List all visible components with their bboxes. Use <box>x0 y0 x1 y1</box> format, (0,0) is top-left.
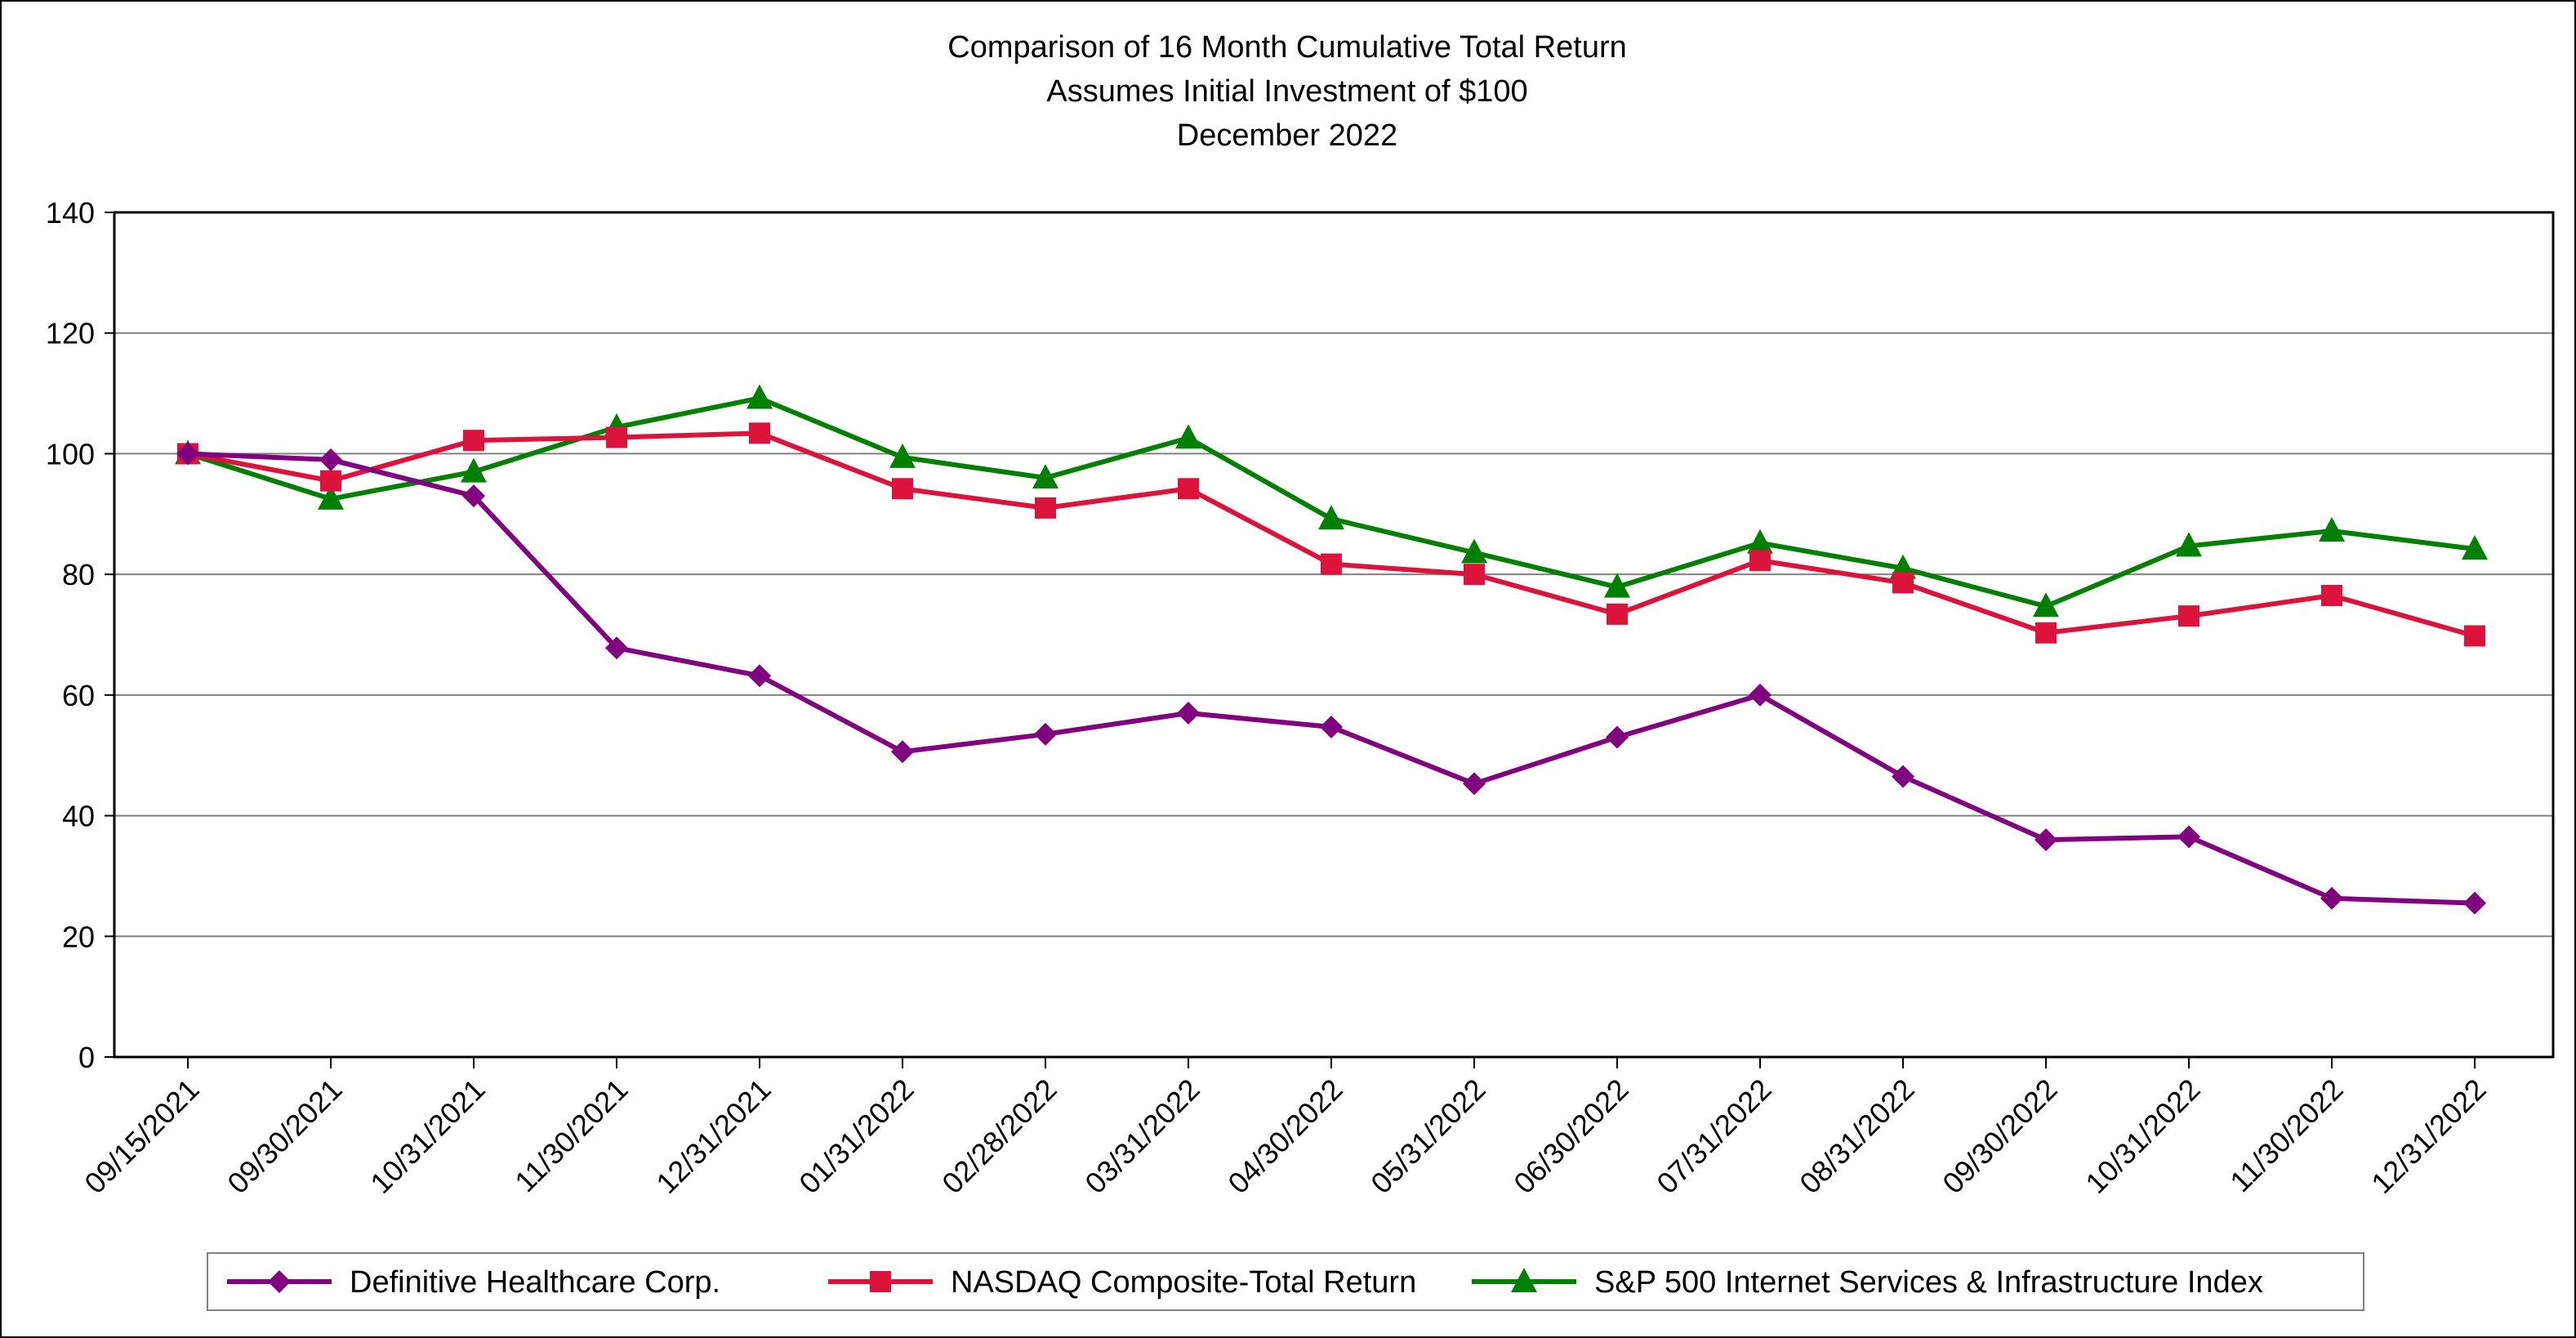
data-point <box>1321 553 1342 575</box>
x-tick-label: 08/31/2022 <box>1793 1073 1920 1200</box>
data-point <box>1892 572 1914 594</box>
legend: Definitive Healthcare Corp. NASDAQ Compos… <box>207 1252 2364 1311</box>
data-point <box>1749 683 1772 707</box>
y-tick-label: 140 <box>46 196 95 230</box>
data-point <box>1892 765 1914 788</box>
data-point <box>318 484 344 510</box>
x-tick-label: 05/31/2022 <box>1364 1073 1491 1200</box>
chart-title-line-2: Assumes Initial Investment of $100 <box>1046 74 1527 109</box>
data-point <box>2320 886 2343 910</box>
data-point <box>462 484 485 508</box>
data-point <box>2321 584 2342 606</box>
x-tick-label: 04/30/2022 <box>1221 1073 1348 1200</box>
data-point <box>1604 573 1630 598</box>
y-tick-label: 120 <box>46 317 95 350</box>
data-point <box>1035 497 1056 519</box>
series-1 <box>177 422 2485 647</box>
legend-item: Definitive Healthcare Corp. <box>227 1265 720 1300</box>
chart-title-line-1: Comparison of 16 Month Cumulative Total … <box>947 30 1627 65</box>
series-0 <box>176 442 2486 915</box>
gridlines <box>113 211 2555 1059</box>
y-tick-label: 40 <box>62 800 95 833</box>
data-point <box>1177 702 1200 725</box>
series-line <box>187 430 2476 639</box>
data-point <box>2033 592 2059 618</box>
data-point <box>1175 424 1201 449</box>
data-point <box>463 430 484 452</box>
data-point <box>606 426 627 448</box>
x-tick-label: 11/30/2021 <box>508 1073 635 1199</box>
data-point <box>892 478 913 500</box>
x-tick-label: 01/31/2022 <box>792 1073 920 1200</box>
data-point <box>1178 478 1199 500</box>
x-axis: 09/15/2021 09/30/2021 10/31/2021 11/30/2021… <box>78 1057 2493 1200</box>
x-tick-label: 02/28/2022 <box>935 1073 1063 1200</box>
legend-label: Definitive Healthcare Corp. <box>350 1265 720 1300</box>
y-axis: 0 20 40 60 80 100 120 140 <box>46 196 114 1074</box>
plot-area-border <box>113 211 2555 1059</box>
data-point <box>1749 550 1771 572</box>
series-2 <box>175 384 2488 618</box>
data-point <box>461 457 487 483</box>
x-tick-label: 12/31/2021 <box>649 1073 777 1200</box>
x-tick-label: 11/30/2022 <box>2223 1073 2350 1199</box>
data-point <box>2176 532 2202 557</box>
data-point <box>748 664 771 688</box>
legend-box <box>207 1252 2364 1311</box>
x-tick-label: 06/30/2022 <box>1507 1073 1634 1200</box>
data-point <box>1032 463 1058 488</box>
x-tick-label: 03/31/2022 <box>1078 1073 1206 1200</box>
data-point <box>749 422 770 444</box>
data-point <box>1607 603 1628 625</box>
legend-swatch-marker <box>268 1270 291 1293</box>
y-tick-label: 20 <box>62 920 95 953</box>
legend-item: S&P 500 Internet Services & Infrastructu… <box>1472 1265 2263 1300</box>
data-point <box>1463 772 1486 796</box>
data-point <box>2463 891 2486 915</box>
data-point <box>747 384 773 409</box>
y-tick-label: 80 <box>62 558 95 591</box>
data-point <box>1320 716 1343 739</box>
data-point <box>2178 605 2199 627</box>
chart-title: Comparison of 16 Month Cumulative Total … <box>947 30 1627 153</box>
data-point <box>2035 828 2057 852</box>
data-point <box>1747 529 1773 554</box>
data-point <box>176 442 199 466</box>
data-point <box>1606 725 1629 749</box>
x-tick-label: 10/31/2021 <box>363 1073 491 1200</box>
data-point <box>2319 516 2345 542</box>
data-point <box>889 443 916 468</box>
legend-label: S&P 500 Internet Services & Infrastructu… <box>1594 1265 2263 1300</box>
data-point <box>1461 538 1487 564</box>
x-tick-label: 09/30/2021 <box>221 1073 348 1200</box>
series-layer <box>175 384 2488 915</box>
data-point <box>1318 505 1344 530</box>
legend-swatch-marker <box>870 1271 891 1292</box>
chart-title-line-3: December 2022 <box>1177 118 1397 153</box>
x-tick-label: 07/31/2022 <box>1650 1073 1777 1200</box>
legend-swatch-marker <box>1511 1268 1537 1292</box>
x-tick-label: 10/31/2022 <box>2079 1073 2206 1200</box>
y-tick-label: 100 <box>46 437 95 471</box>
legend-label: NASDAQ Composite-Total Return <box>951 1265 1416 1300</box>
data-point <box>1034 722 1057 746</box>
data-point <box>319 448 342 471</box>
legend-item: NASDAQ Composite-Total Return <box>828 1265 1416 1300</box>
data-point <box>2464 625 2485 647</box>
data-point <box>320 470 341 492</box>
data-point <box>891 740 914 764</box>
data-point <box>2035 622 2057 644</box>
data-point <box>605 636 628 660</box>
x-tick-label: 12/31/2022 <box>2364 1073 2492 1200</box>
data-point <box>1464 564 1485 586</box>
data-point <box>2177 825 2200 849</box>
y-tick-label: 60 <box>62 679 95 712</box>
x-tick-label: 09/15/2021 <box>78 1073 205 1200</box>
data-point <box>2462 535 2488 560</box>
y-tick-label: 0 <box>78 1041 95 1074</box>
x-tick-label: 09/30/2022 <box>1936 1073 2063 1200</box>
